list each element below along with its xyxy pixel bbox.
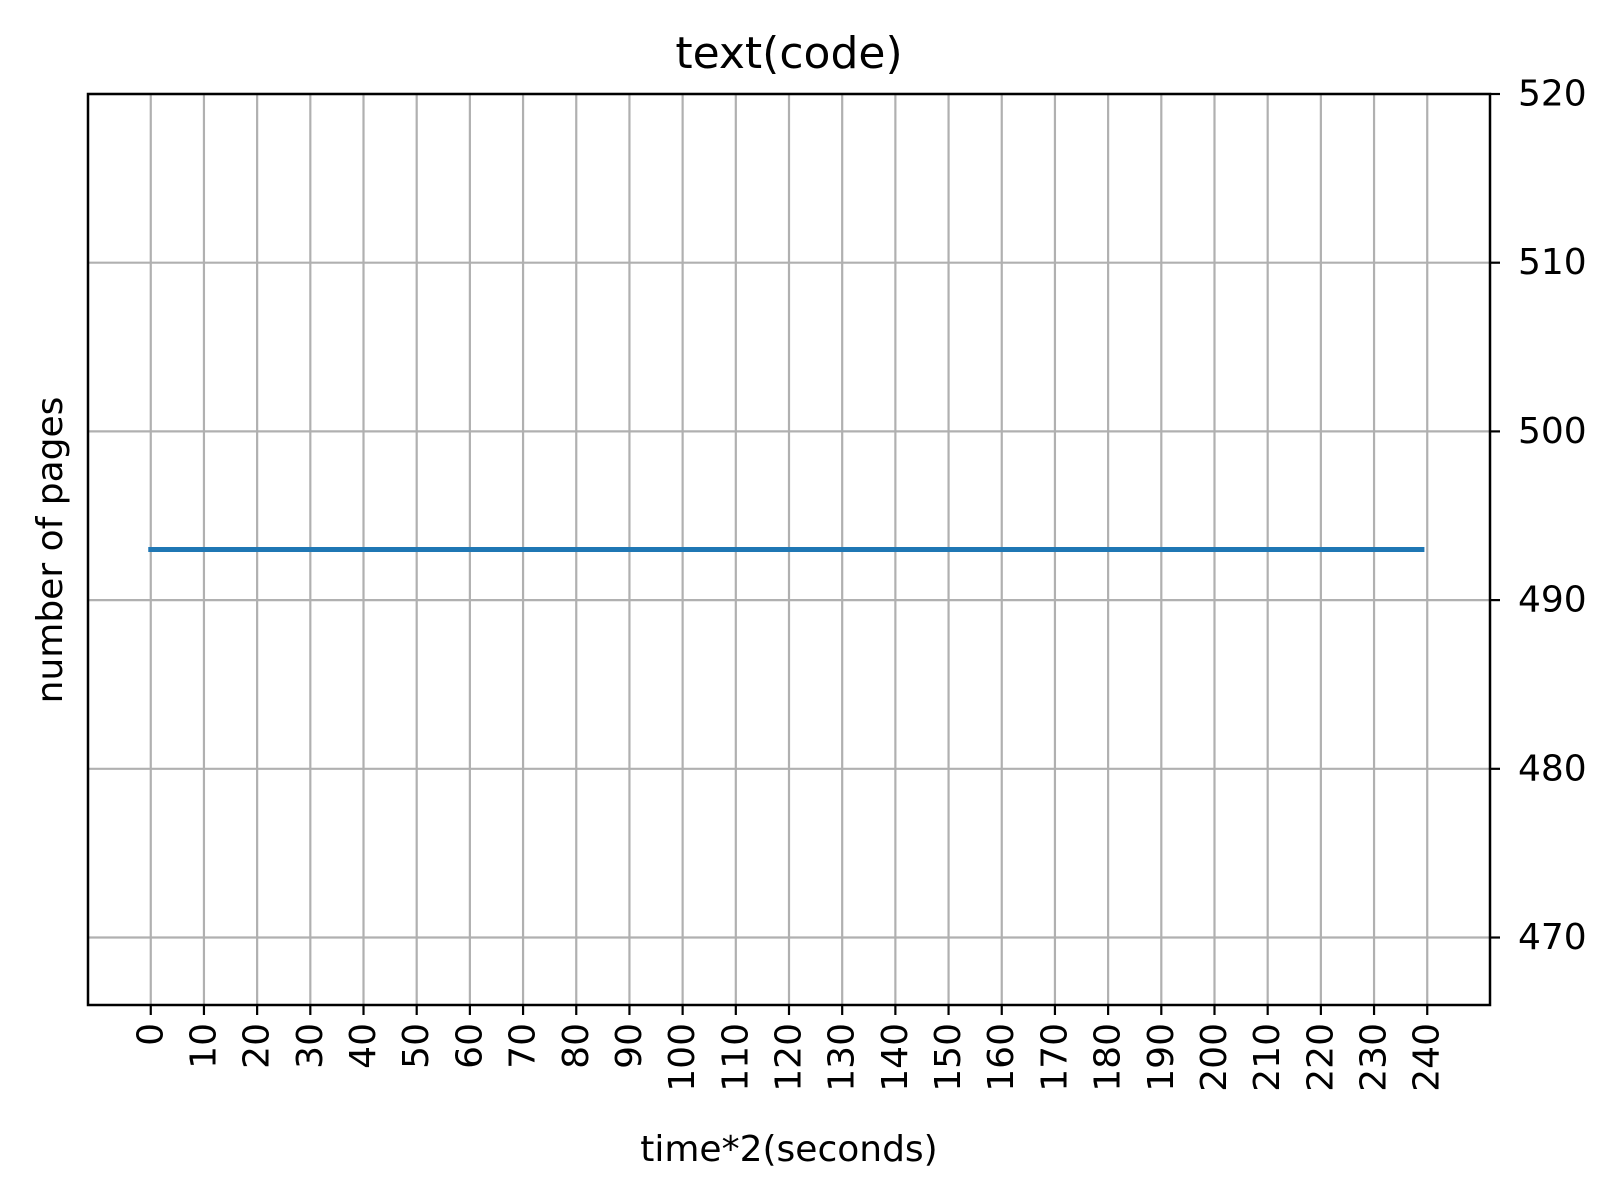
x-tick-label: 230: [1354, 1023, 1395, 1092]
y-axis: 470 480 490 500 510 520: [1490, 74, 1587, 958]
x-tick-label: 160: [981, 1023, 1022, 1092]
x-tick-label: 210: [1247, 1023, 1288, 1092]
x-tick-label: 220: [1300, 1023, 1341, 1092]
y-axis-label: number of pages: [30, 397, 71, 704]
x-tick-label: 30: [290, 1023, 331, 1069]
x-tick-label: 40: [343, 1023, 384, 1069]
x-tick-label: 10: [183, 1023, 224, 1069]
x-tick-label: 150: [928, 1023, 969, 1092]
x-tick-label: 140: [875, 1023, 916, 1092]
x-tick-label: 110: [715, 1023, 756, 1092]
x-tick-label: 240: [1407, 1023, 1448, 1092]
y-tick-label: 500: [1518, 411, 1587, 452]
x-tick-label: 200: [1194, 1023, 1235, 1092]
x-tick-label: 190: [1141, 1023, 1182, 1092]
y-tick-label: 490: [1518, 580, 1587, 621]
x-tick-label: 80: [556, 1023, 597, 1069]
chart-title: text(code): [675, 28, 902, 79]
y-tick-label: 510: [1518, 242, 1587, 283]
x-tick-label: 90: [609, 1023, 650, 1069]
x-axis-label: time*2(seconds): [640, 1129, 937, 1170]
y-tick-label: 470: [1518, 917, 1587, 958]
x-tick-label: 20: [237, 1023, 278, 1069]
x-tick-label: 130: [822, 1023, 863, 1092]
x-tick-label: 60: [449, 1023, 490, 1069]
x-tick-label: 50: [396, 1023, 437, 1069]
x-axis: 0 10 20 30 40 50 60 70 80 90 100 110 120 130 140 150 160…: [130, 1005, 1448, 1092]
y-tick-label: 480: [1518, 748, 1587, 789]
x-tick-label: 120: [769, 1023, 810, 1092]
x-tick-label: 170: [1034, 1023, 1075, 1092]
x-tick-label: 180: [1088, 1023, 1129, 1092]
x-tick-label: 0: [130, 1023, 171, 1046]
x-tick-label: 100: [662, 1023, 703, 1092]
x-tick-label: 70: [503, 1023, 544, 1069]
y-tick-label: 520: [1518, 74, 1587, 115]
